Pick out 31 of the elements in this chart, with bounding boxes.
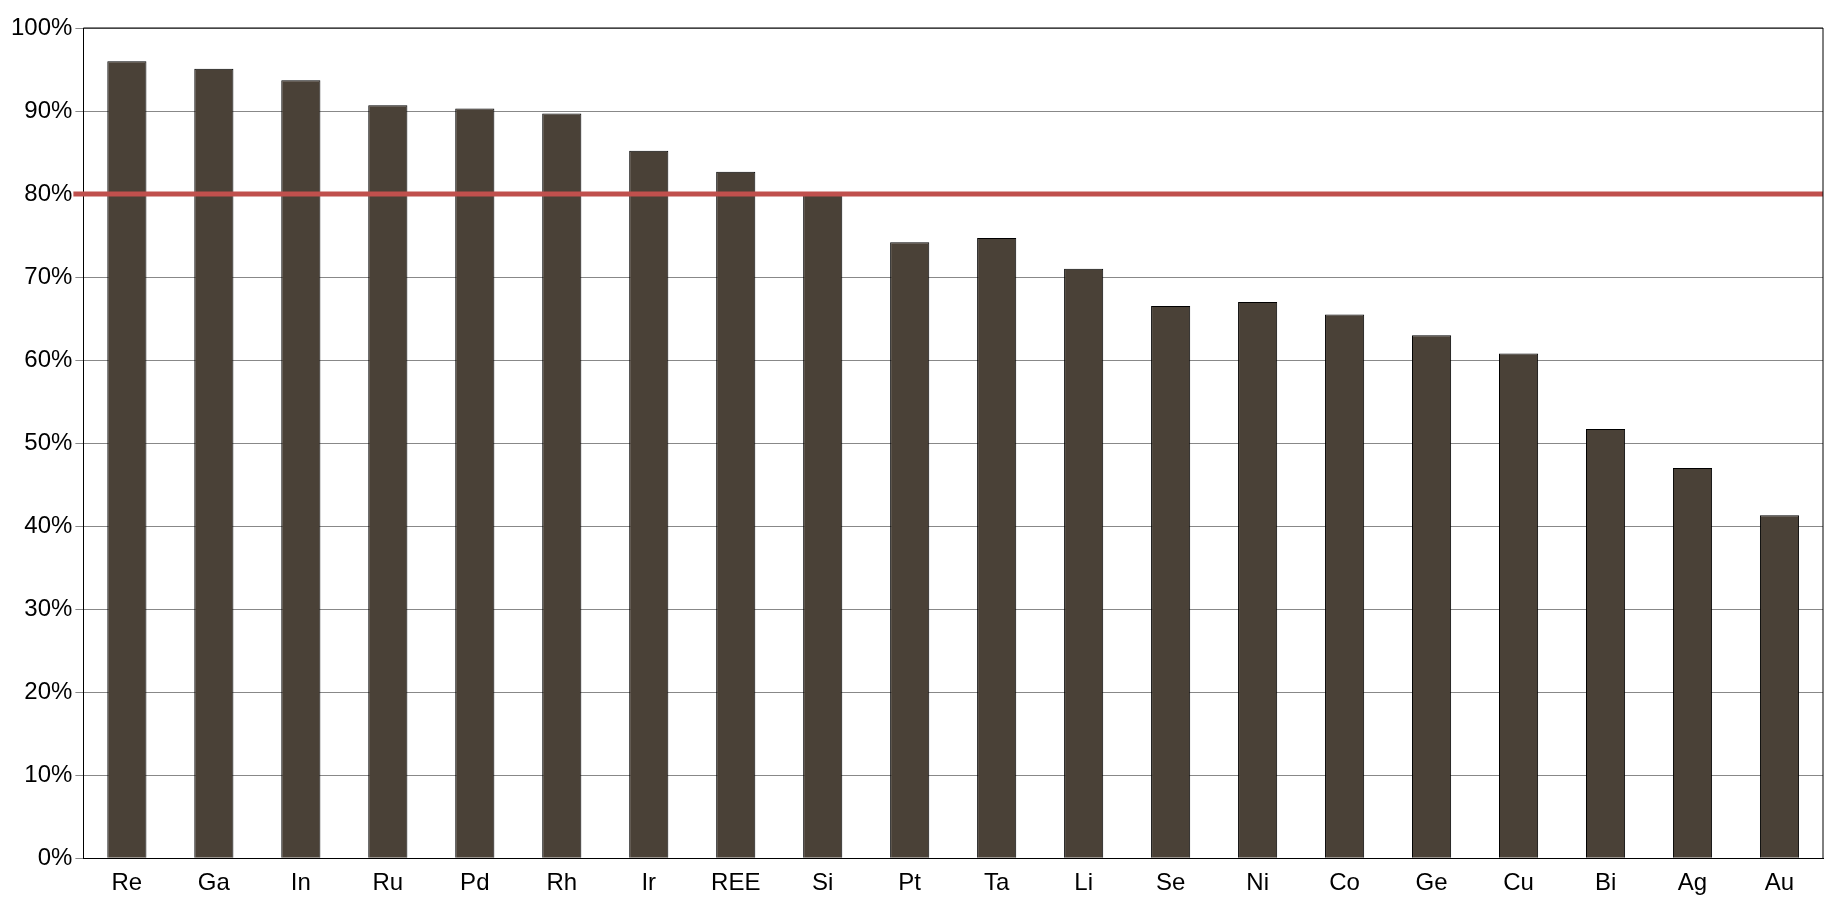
x-tick-label: Ge [1415,868,1448,896]
x-tick-label: Rh [546,868,578,896]
x-tick-label: Ru [372,868,404,896]
y-tick-label: 0% [37,842,73,870]
y-tick-label: 70% [24,261,73,289]
x-tick-label: Ga [197,868,231,896]
x-tick-label: Ir [641,868,657,896]
y-tick-label: 10% [24,759,73,787]
y-tick-label: 30% [24,593,73,621]
y-tick-label: 50% [24,427,73,455]
x-tick-label: Pt [898,868,922,896]
x-tick-label: Cu [1503,868,1534,896]
y-tick-label: 20% [24,676,73,704]
x-tick-label: In [290,868,311,896]
x-tick-label: Se [1155,868,1186,896]
x-tick-label: Au [1764,868,1795,896]
x-tick-label: Co [1329,868,1360,896]
x-tick-label: Si [812,868,834,896]
x-tick-label: Ni [1246,868,1269,896]
x-tick-label: Li [1074,868,1094,896]
y-tick-label: 100% [10,12,73,40]
y-tick-label: 80% [24,178,73,206]
y-tick-label: 60% [24,344,73,372]
x-tick-label: Ag [1677,868,1708,896]
x-tick-label: REE [711,868,761,896]
x-tick-label: Pd [460,868,490,896]
y-tick-label: 90% [24,95,73,123]
x-tick-label: Re [111,868,143,896]
y-tick-label: 40% [24,510,73,538]
x-tick-label: Ta [984,868,1010,896]
x-tick-label: Bi [1594,868,1617,896]
